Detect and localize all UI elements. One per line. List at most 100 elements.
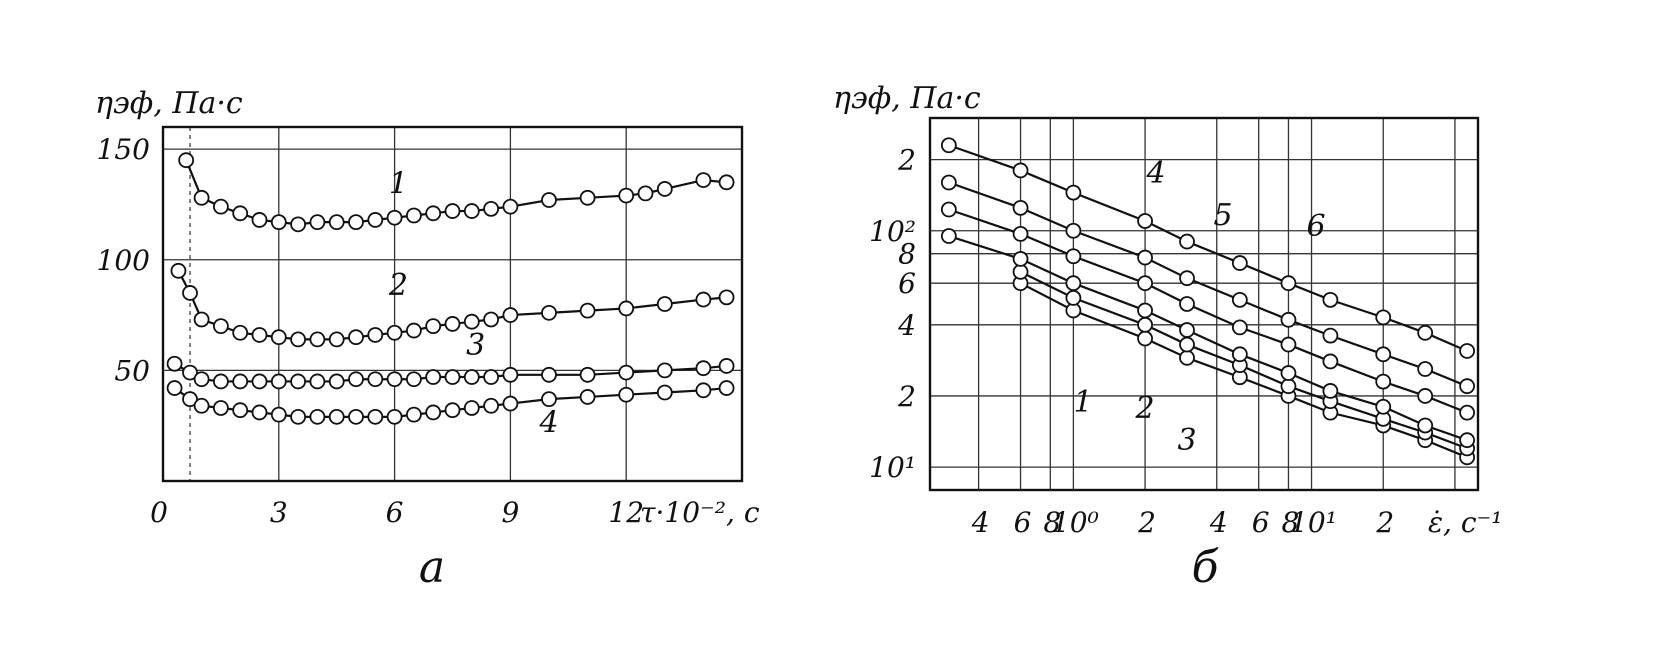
y-tick-label: 6 <box>898 267 916 300</box>
data-point <box>251 404 268 421</box>
data-point <box>1459 432 1476 449</box>
data-point <box>251 373 268 390</box>
data-point <box>178 152 195 169</box>
x-tick-label: 4 <box>1209 506 1228 539</box>
data-point <box>940 201 957 218</box>
data-point <box>425 369 442 385</box>
x-tick-label: 10⁰ <box>1052 506 1099 539</box>
data-point <box>1280 378 1297 395</box>
series-label: 3 <box>466 328 485 363</box>
data-point <box>309 214 326 231</box>
data-point <box>1280 311 1297 328</box>
data-point <box>212 318 229 335</box>
data-point <box>1417 417 1434 434</box>
data-point <box>1417 388 1434 404</box>
data-point <box>444 316 461 332</box>
y-tick-label: 8 <box>898 238 916 271</box>
data-point <box>1375 398 1392 415</box>
data-point <box>328 373 345 390</box>
data-point <box>348 214 364 231</box>
data-point <box>444 402 461 419</box>
data-point <box>541 192 557 208</box>
data-point <box>483 311 500 328</box>
y-tick-label: 4 <box>897 309 916 342</box>
data-point <box>695 291 712 308</box>
x-tick-label: 3 <box>270 496 288 529</box>
data-point <box>1322 353 1339 370</box>
data-point <box>1417 361 1434 377</box>
data-point <box>1231 346 1248 363</box>
data-point <box>309 373 326 390</box>
data-point <box>251 327 268 343</box>
data-point <box>182 285 198 301</box>
data-point <box>212 198 229 215</box>
x-axis-label: ε̇, с⁻¹ <box>1428 506 1503 539</box>
data-point <box>579 302 596 319</box>
data-point <box>166 380 183 396</box>
series-6 <box>940 137 1476 359</box>
data-point <box>386 371 403 388</box>
data-point <box>656 362 673 379</box>
data-point <box>1065 184 1082 201</box>
data-point <box>309 408 326 425</box>
y-tick-label: 2 <box>897 380 916 413</box>
panel-label: а <box>419 542 445 593</box>
data-point <box>1322 383 1339 399</box>
data-point <box>1012 162 1029 179</box>
plot-frame <box>161 125 744 483</box>
data-point <box>541 304 557 321</box>
series-line <box>1020 282 1468 459</box>
x-tick-label: 0 <box>150 496 168 529</box>
series-3 <box>940 228 1476 449</box>
data-point <box>367 212 384 228</box>
data-point <box>444 369 461 385</box>
data-point <box>405 322 422 339</box>
data-point <box>1459 378 1476 395</box>
data-point <box>579 389 596 405</box>
data-point <box>1137 330 1153 347</box>
data-point <box>695 382 712 399</box>
data-point <box>1322 327 1339 344</box>
data-point <box>541 366 557 383</box>
series-label: 2 <box>388 268 408 303</box>
series-4 <box>166 380 735 425</box>
data-point <box>718 358 735 374</box>
data-point <box>193 311 210 328</box>
data-point <box>348 329 364 346</box>
series-3 <box>166 355 735 390</box>
data-point <box>290 331 307 348</box>
series-label: 4 <box>1145 156 1165 191</box>
data-point <box>270 214 287 231</box>
panel-label: б <box>1192 542 1219 593</box>
data-point <box>405 207 422 224</box>
data-point <box>483 397 500 414</box>
data-point <box>328 331 345 348</box>
x-tick-label: 6 <box>386 496 404 529</box>
data-point <box>367 327 384 343</box>
data-point <box>425 404 442 421</box>
data-point <box>386 209 403 226</box>
data-point <box>502 307 519 323</box>
data-point <box>193 397 210 414</box>
data-point <box>1375 346 1392 363</box>
data-point <box>1137 302 1153 319</box>
data-point <box>232 402 249 419</box>
x-tick-label: 4 <box>971 506 990 539</box>
data-point <box>290 373 307 390</box>
data-point <box>367 371 384 388</box>
data-point <box>618 187 635 204</box>
data-point <box>232 373 249 390</box>
data-point <box>718 380 735 396</box>
data-point <box>270 329 287 346</box>
data-point <box>1179 336 1195 353</box>
data-point <box>1179 233 1195 250</box>
x-tick-label: 2 <box>1137 506 1156 539</box>
data-point <box>348 408 364 425</box>
data-point <box>1231 291 1248 308</box>
data-point <box>618 364 635 381</box>
y-tick-label: 2 <box>897 144 916 177</box>
data-point <box>1012 263 1029 280</box>
plot-frame <box>928 116 1480 492</box>
